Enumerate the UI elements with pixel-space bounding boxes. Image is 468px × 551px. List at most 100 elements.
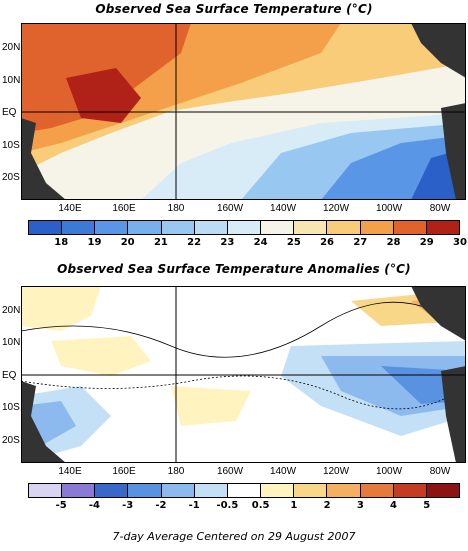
sst-lon-100w: 100W	[375, 203, 403, 214]
sst-colorbar-tick-label: 18	[54, 237, 69, 248]
sst-colorbar-swatch	[29, 221, 63, 234]
sst-colorbar-swatch	[161, 221, 195, 234]
sst-colorbar-tick-label: 30	[453, 237, 467, 248]
anom-map-title: Observed Sea Surface Temperature Anomali…	[57, 262, 411, 276]
sst-lon-140w: 140W	[269, 203, 297, 214]
sst-colorbar-swatch	[393, 221, 427, 234]
sst-colorbar-swatch	[261, 221, 295, 234]
anom-colorbar-tick-label: 3	[356, 500, 364, 511]
sst-colorbar-tick-label: 25	[286, 237, 301, 248]
anom-lat-10n: 10N	[2, 337, 21, 348]
anom-colorbar-tick-label: -4	[88, 500, 100, 511]
sst-hot-core	[66, 68, 141, 123]
sst-lon-160w: 160W	[216, 203, 244, 214]
sst-lat-20s: 20S	[2, 172, 20, 183]
anom-lon-140e: 140E	[58, 466, 82, 477]
sst-lon-140e: 140E	[58, 203, 82, 214]
anom-lat-20s: 20S	[2, 435, 20, 446]
anom-lon-80w: 80W	[429, 466, 451, 477]
anom-warm-south	[171, 386, 251, 426]
anom-colorbar-tick-label: -1	[188, 500, 200, 511]
sst-colorbar-swatch	[95, 221, 129, 234]
anom-lat-eq: EQ	[2, 370, 17, 381]
anom-map-canvas	[20, 286, 467, 463]
sst-lat-10s: 10S	[2, 140, 20, 151]
anom-contour-2	[20, 375, 467, 410]
anom-map	[20, 286, 467, 463]
sst-frame	[21, 23, 466, 200]
anom-colorbar-tick-label: -2	[155, 500, 167, 511]
sst-colorbar-tick-label: 23	[220, 237, 235, 248]
anom-colorbar-tick-label: 2	[323, 500, 331, 511]
land-south-america-anom	[441, 366, 466, 463]
anom-lon-100w: 100W	[375, 466, 403, 477]
anom-colorbar-tick-label: 4	[390, 500, 398, 511]
sst-colorbar-swatch	[128, 221, 162, 234]
sst-colorbar-tick-label: 22	[187, 237, 202, 248]
anom-lon-140w: 140W	[269, 466, 297, 477]
anom-colorbar-swatch	[426, 484, 460, 497]
anom-colorbar-tick-label: 1	[290, 500, 298, 511]
sst-lon-80w: 80W	[429, 203, 451, 214]
land-australia-anom	[21, 381, 66, 463]
land-australia-sst	[21, 118, 66, 200]
anom-contour-1	[20, 301, 467, 358]
sst-colorbar-swatch	[62, 221, 96, 234]
sst-colorbar-swatch	[327, 221, 361, 234]
anom-colorbar-swatch	[261, 484, 295, 497]
sst-colorbar-swatch	[426, 221, 460, 234]
anom-lon-180: 180	[167, 466, 185, 477]
anom-colorbar-swatch	[62, 484, 96, 497]
sst-colorbar-swatch	[194, 221, 228, 234]
anom-lat-10s: 10S	[2, 402, 20, 413]
sst-map	[21, 23, 466, 200]
anom-colorbar-swatch	[327, 484, 361, 497]
anom-colorbar-swatch	[393, 484, 427, 497]
anom-warm-nw	[21, 286, 101, 331]
anom-colorbar-tick-label: -5	[55, 500, 67, 511]
anom-colorbar-swatch	[360, 484, 394, 497]
land-south-america-sst	[441, 103, 466, 200]
sst-colorbar-swatch	[360, 221, 394, 234]
anom-colorbar-swatch	[95, 484, 129, 497]
land-central-america-anom	[411, 286, 466, 341]
sst-colorbar-tick-label: 27	[353, 237, 368, 248]
sst-map-canvas	[21, 23, 466, 200]
sst-colorbar-swatch	[227, 221, 262, 234]
sst-lat-eq: EQ	[2, 107, 17, 118]
anom-lon-160w: 160W	[216, 466, 244, 477]
sst-colorbar-tick-label: 24	[253, 237, 268, 248]
anom-colorbar-tick-label: -0.5	[216, 500, 239, 511]
sst-lon-160e: 160E	[112, 203, 136, 214]
anom-colorbar-swatch	[194, 484, 228, 497]
sst-lat-10n: 10N	[2, 75, 21, 86]
anom-lat-20n: 20N	[2, 305, 21, 316]
anom-colorbar-swatch	[29, 484, 63, 497]
sst-colorbar-tick-label: 29	[419, 237, 434, 248]
anom-colorbar-swatch	[294, 484, 328, 497]
anom-colorbar-swatch	[161, 484, 195, 497]
sst-colorbar-tick-label: 21	[153, 237, 168, 248]
sst-colorbar-tick-label: 20	[120, 237, 135, 248]
sst-lon-180: 180	[167, 203, 185, 214]
sst-lon-120w: 120W	[322, 203, 350, 214]
sst-colorbar-tick-label: 19	[87, 237, 102, 248]
anom-lon-120w: 120W	[322, 466, 350, 477]
sst-colorbar	[28, 220, 460, 235]
anom-colorbar-swatch	[128, 484, 162, 497]
anom-colorbar-tick-label: -3	[122, 500, 134, 511]
sst-colorbar-swatch	[294, 221, 328, 234]
anom-frame	[21, 286, 466, 463]
anom-warm-wpac	[51, 336, 151, 376]
date-caption: 7-day Average Centered on 29 August 2007	[112, 530, 356, 543]
anom-colorbar	[28, 483, 460, 498]
anom-colorbar-tick-label: 5	[423, 500, 431, 511]
land-central-america-sst	[411, 23, 466, 78]
sst-lat-20n: 20N	[2, 42, 21, 53]
anom-colorbar-swatch	[227, 484, 262, 497]
sst-colorbar-tick-label: 26	[320, 237, 335, 248]
anom-colorbar-tick-label: 0.5	[251, 500, 270, 511]
anom-lon-160e: 160E	[112, 466, 136, 477]
sst-colorbar-tick-label: 28	[386, 237, 401, 248]
sst-map-title: Observed Sea Surface Temperature (°C)	[95, 2, 373, 16]
